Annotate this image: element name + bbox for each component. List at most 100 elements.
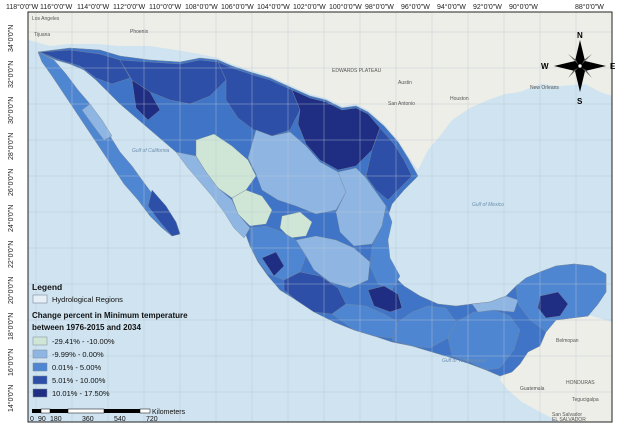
compass-nw — [568, 54, 578, 64]
region-puebla-dark — [367, 285, 403, 313]
region-potosi — [335, 167, 387, 247]
region-baja-dark — [147, 189, 181, 237]
compass-sw — [568, 68, 578, 78]
scale-tick: 180 — [50, 416, 62, 423]
place-label: Tegucigalpa — [572, 397, 599, 403]
legend-class-label: 10.01% - 17.50% — [52, 389, 110, 398]
lat-label: 30°0'0"N — [7, 97, 15, 124]
legend: Legend Hydrological Regions Change perce… — [32, 282, 188, 398]
region-bajio — [295, 235, 371, 289]
lon-label: 116°0'0"W — [40, 3, 73, 11]
lon-label: 104°0'0"W — [257, 3, 290, 11]
place-label: Belmopan — [556, 338, 579, 344]
place-label: New Orleans — [530, 85, 559, 91]
lon-label: 92°0'0"W — [473, 3, 502, 11]
legend-swatch — [32, 375, 48, 385]
lon-label: 90°0'0"W — [509, 3, 538, 11]
latitude-labels: 34°0'0"N 32°0'0"N 30°0'0"N 28°0'0"N 26°0… — [7, 25, 15, 412]
sea-label: Gulf of Tehuantepec — [442, 358, 487, 364]
scale-seg — [139, 408, 151, 414]
usa-landmass — [28, 12, 612, 170]
place-label: Tijuana — [34, 32, 50, 38]
region-central-mid — [247, 129, 347, 215]
place-label: EDWARDS PLATEAU — [332, 68, 382, 74]
lon-label: 98°0'0"W — [365, 3, 394, 11]
place-labels: Los Angeles Tijuana Phoenix Austin San A… — [32, 16, 599, 423]
lon-label: 88°0'0"W — [575, 3, 604, 11]
compass-south — [575, 66, 585, 92]
scale-seg — [67, 408, 105, 414]
lat-label: 16°0'0"N — [7, 349, 15, 376]
lat-label: 26°0'0"N — [7, 169, 15, 196]
legend-subtitle-line1: Change percent in Minimum temperature — [32, 311, 188, 320]
legend-regions-label: Hydrological Regions — [52, 295, 123, 304]
scale-seg — [50, 409, 68, 413]
scale-tick: 720 — [146, 416, 158, 423]
compass-rose: N S E W — [541, 31, 616, 106]
compass-ne — [582, 54, 592, 64]
region-sinaloa-coast — [175, 151, 251, 239]
lat-label: 14°0'0"N — [7, 385, 15, 412]
compass-center — [577, 63, 583, 69]
compass-w-label: W — [541, 62, 549, 71]
legend-title: Legend — [32, 282, 62, 292]
place-label: Guatemala — [520, 386, 545, 392]
scale-bar: Kilometers 0 90 180 360 540 720 — [30, 408, 186, 423]
place-label: Phoenix — [130, 29, 149, 35]
legend-swatch — [32, 349, 48, 359]
legend-regions-swatch — [32, 294, 48, 304]
scale-seg — [40, 408, 51, 414]
lon-label: 100°0'0"W — [329, 3, 362, 11]
scale-tick: 90 — [38, 416, 46, 423]
compass-e-label: E — [610, 62, 616, 71]
map-border — [27, 11, 613, 423]
place-label: Los Angeles — [32, 16, 60, 22]
lon-label: 118°0'0"W — [6, 3, 39, 11]
lat-label: 28°0'0"N — [7, 133, 15, 160]
lon-label: 96°0'0"W — [401, 3, 430, 11]
scale-unit: Kilometers — [152, 409, 186, 416]
legend-swatch — [32, 336, 48, 346]
place-label: Houston — [450, 96, 469, 102]
compass-s-label: S — [577, 97, 583, 106]
lat-label: 18°0'0"N — [7, 313, 15, 340]
lon-label: 112°0'0"W — [113, 3, 146, 11]
scale-tick: 360 — [82, 416, 94, 423]
scale-tick: 0 — [30, 416, 34, 423]
scale-tick: 540 — [114, 416, 126, 423]
lon-label: 94°0'0"W — [437, 3, 466, 11]
lon-label: 102°0'0"W — [293, 3, 326, 11]
legend-class-label: -29.41% - -10.00% — [52, 337, 115, 346]
compass-west — [554, 61, 580, 71]
lat-label: 34°0'0"N — [7, 25, 15, 52]
place-label: Austin — [398, 80, 412, 86]
region-yucatan-dark — [537, 291, 569, 319]
region-tabasco — [471, 295, 519, 313]
sea-label: Gulf of California — [132, 148, 169, 154]
legend-subtitle-line2: between 1976-2015 and 2034 — [32, 323, 142, 332]
place-label: San Salvador — [552, 412, 582, 418]
region-chihuahua — [217, 61, 301, 137]
region-sonora-dark — [131, 79, 161, 121]
lat-label: 24°0'0"N — [7, 205, 15, 232]
place-label: San Antonio — [388, 101, 415, 107]
compass-north — [575, 40, 585, 66]
compass-east — [580, 61, 606, 71]
lat-label: 22°0'0"N — [7, 241, 15, 268]
sea-label: Gulf of Mexico — [472, 202, 504, 208]
lon-label: 114°0'0"W — [77, 3, 110, 11]
longitude-labels: 118°0'0"W 116°0'0"W 114°0'0"W 112°0'0"W … — [6, 3, 604, 11]
lon-label: 108°0'0"W — [185, 3, 218, 11]
compass-se — [582, 68, 592, 78]
compass-n-label: N — [577, 31, 583, 40]
graticule — [28, 12, 612, 422]
legend-swatch — [32, 388, 48, 398]
lon-label: 110°0'0"W — [149, 3, 182, 11]
scale-seg — [104, 409, 140, 413]
lon-label: 106°0'0"W — [221, 3, 254, 11]
legend-class-label: -9.99% - 0.00% — [52, 350, 104, 359]
region-tamaulipas — [365, 127, 413, 201]
legend-class-label: 5.01% - 10.00% — [52, 376, 106, 385]
region-jalisco-dark — [261, 251, 285, 277]
